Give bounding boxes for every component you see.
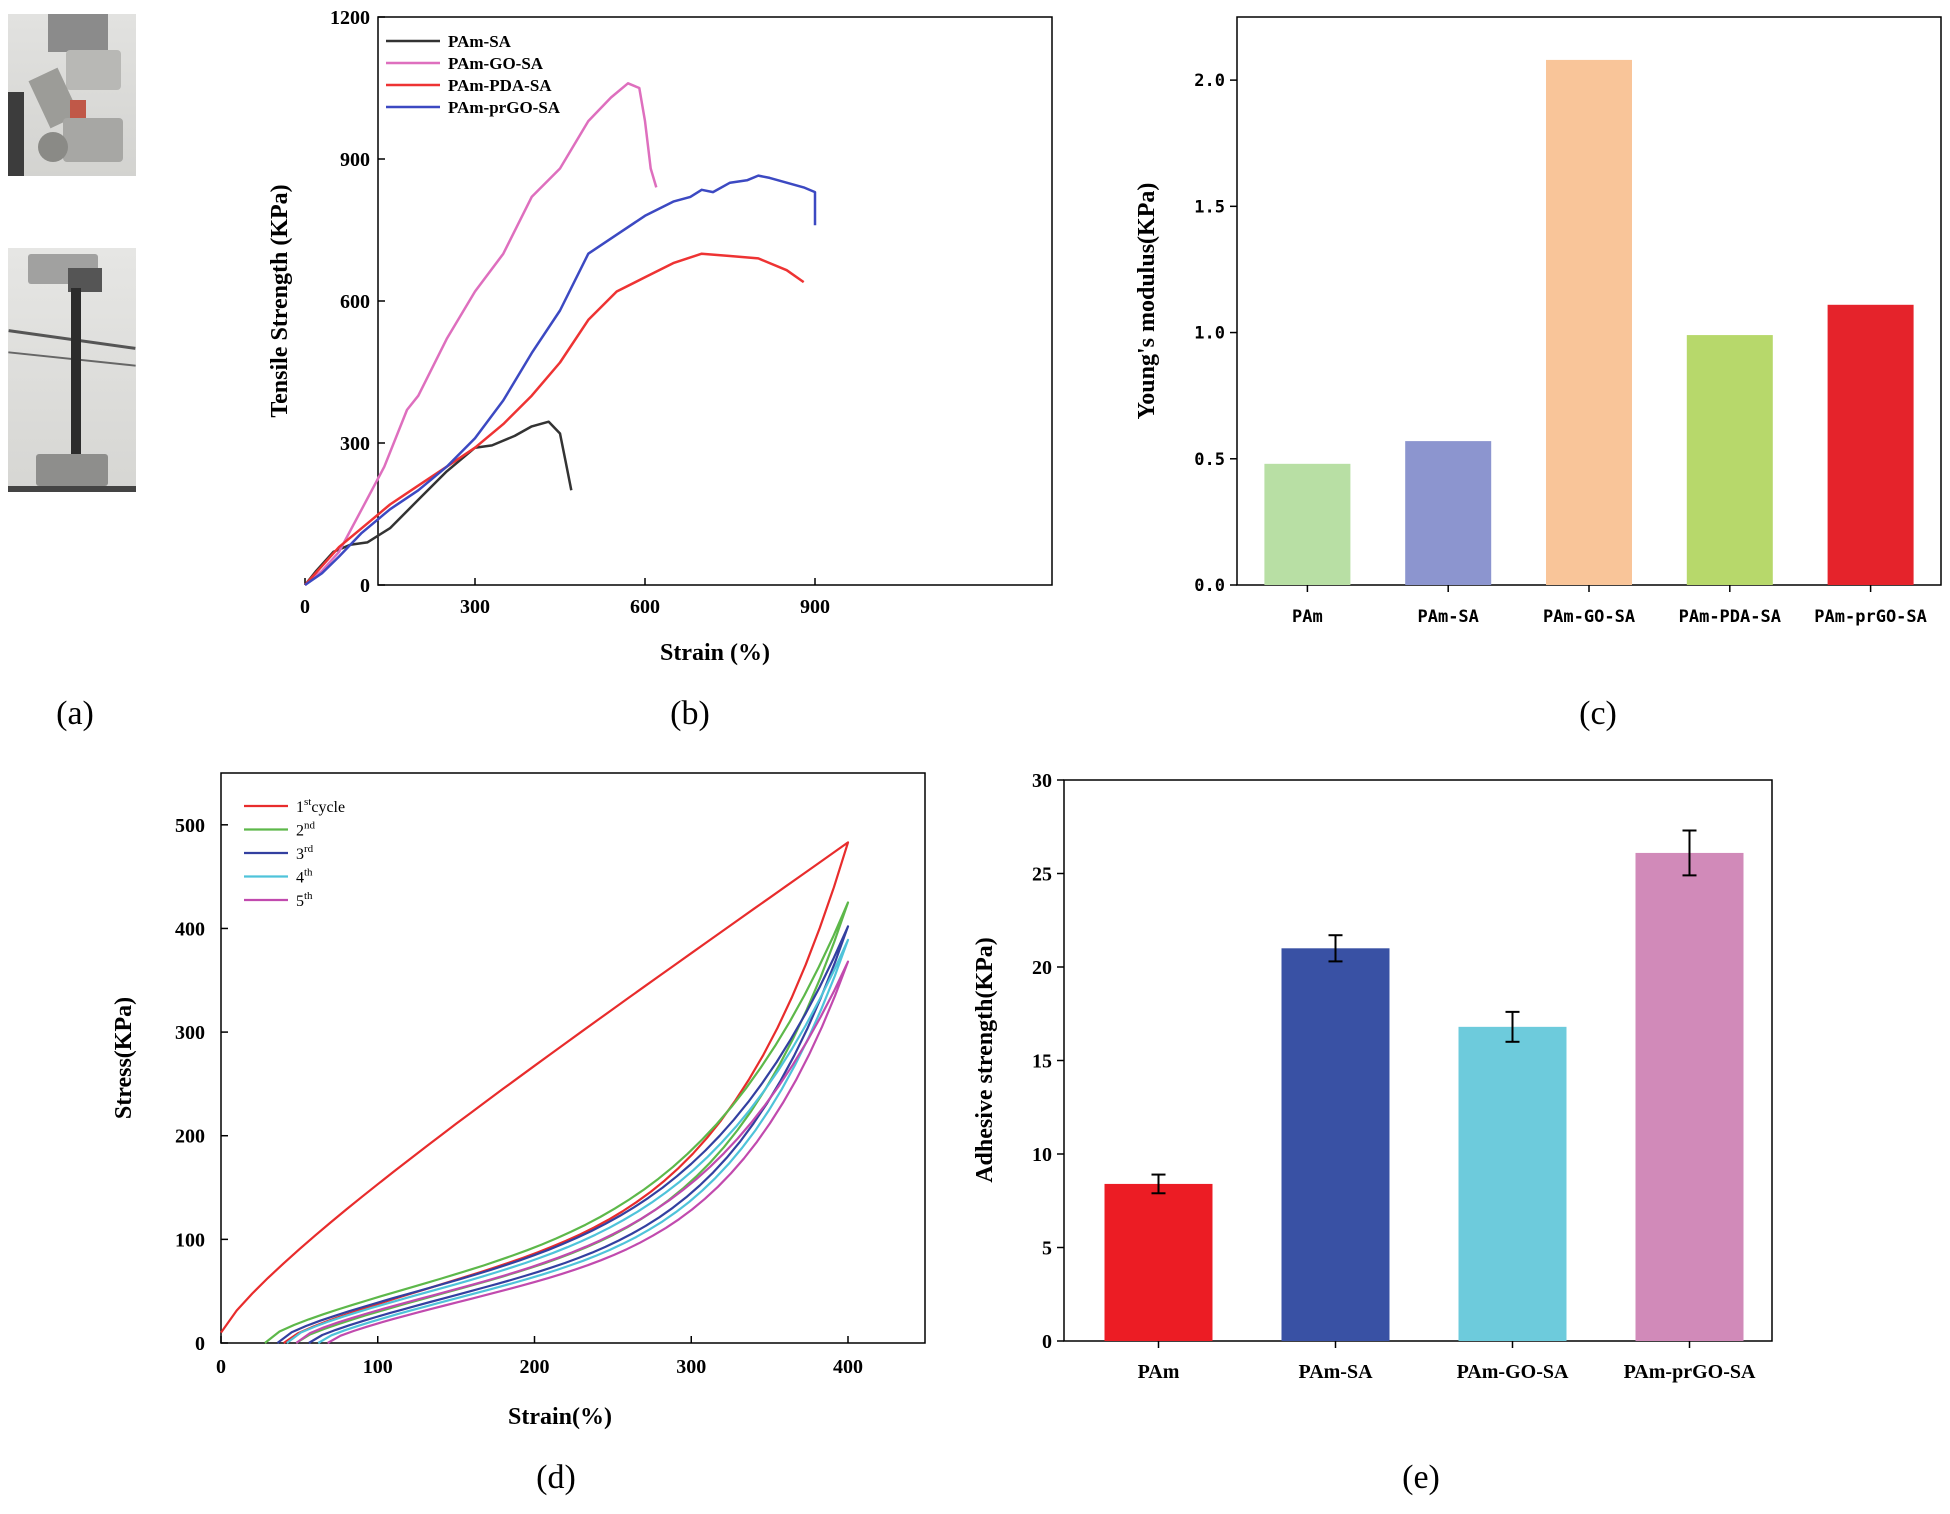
- tensile-legend-label: PAm-GO-SA: [448, 54, 544, 73]
- adhesive-ytick-label: 20: [1032, 957, 1052, 979]
- subfigure-label-a: (a): [56, 695, 94, 732]
- cyclic-ytick-label: 200: [175, 1126, 205, 1148]
- adhesive-ytick-label: 15: [1032, 1051, 1052, 1073]
- tensile-chart: 0 300 600 900 0 300 600 900 1200 PAm-SA PAm-GO-SA…: [267, 7, 1053, 666]
- adhesive-ylabel: Adhesive strength(KPa): [972, 937, 998, 1183]
- cyclic-ytick-label: 0: [195, 1333, 205, 1355]
- cyclic-xlabel: Strain(%): [508, 1404, 612, 1430]
- tensile-xtick-label: 600: [630, 596, 660, 618]
- adhesive-ytick-label: 0: [1042, 1331, 1052, 1353]
- youngs-ytick-label: 2.0: [1194, 71, 1225, 91]
- tensile-ytick-label: 600: [340, 291, 370, 313]
- cyclic-xtick-label: 200: [520, 1356, 550, 1378]
- youngs-bar: [1827, 304, 1914, 585]
- tensile-legend-label: PAm-SA: [448, 32, 512, 51]
- cyclic-series-loop-3: [286, 938, 850, 1344]
- youngs-ytick-label: 1.5: [1194, 197, 1225, 217]
- adhesive-bar: [1458, 1026, 1567, 1341]
- youngs-bar: [1686, 335, 1773, 585]
- adhesive-bar: [1104, 1183, 1213, 1341]
- youngs-xtick-label: PAm-SA: [1417, 607, 1478, 627]
- adhesive-ytick-label: 5: [1042, 1238, 1052, 1260]
- youngs-xtick-label: PAm-PDA-SA: [1679, 607, 1781, 627]
- tensile-xtick-label: 900: [800, 596, 830, 618]
- tensile-series-line-3: [304, 174, 817, 587]
- tensile-ylabel: Tensile Strength (KPa): [267, 184, 293, 417]
- adhesive-bar: [1635, 852, 1744, 1341]
- youngs-bar: [1405, 441, 1492, 585]
- youngs-xtick-label: PAm: [1292, 607, 1323, 627]
- adhesive-ytick-label: 25: [1032, 864, 1052, 886]
- tensile-legend-label: PAm-PDA-SA: [448, 76, 552, 95]
- subfigure-label-e: (e): [1402, 1459, 1440, 1496]
- youngs-ytick-label: 0.0: [1194, 576, 1225, 596]
- youngs-modulus-chart: 0.0 0.5 1.0 1.5 2.0 PAm PAm-SA PAm-GO-SA PAm-PDA…: [1134, 16, 1942, 627]
- adhesive-xtick-label: PAm-prGO-SA: [1624, 1361, 1756, 1383]
- tensile-ytick-label: 0: [360, 575, 370, 597]
- cyclic-chart-frame: [220, 772, 926, 1344]
- youngs-ytick-label: 1.0: [1194, 324, 1225, 344]
- tensile-test-photo-top: [8, 14, 136, 176]
- tensile-ytick-label: 1200: [330, 7, 370, 29]
- cyclic-xtick-label: 400: [833, 1356, 863, 1378]
- cyclic-legend-label: 3rd: [296, 843, 314, 863]
- youngs-ytick-label: 0.5: [1194, 450, 1225, 470]
- cyclic-ytick-label: 100: [175, 1229, 205, 1251]
- youngs-xtick-label: PAm-GO-SA: [1543, 607, 1635, 627]
- adhesive-xtick-label: PAm-SA: [1298, 1361, 1373, 1383]
- adhesive-xtick-label: PAm-GO-SA: [1457, 1361, 1569, 1383]
- cyclic-xtick-label: 300: [676, 1356, 706, 1378]
- subfigure-label-c: (c): [1579, 695, 1617, 732]
- cyclic-legend-label: 4th: [296, 867, 313, 887]
- cyclic-xtick-label: 100: [363, 1356, 393, 1378]
- tensile-series-line-2: [304, 252, 805, 586]
- tensile-ytick-label: 900: [340, 149, 370, 171]
- tensile-test-photo-bottom: [8, 248, 136, 492]
- tensile-legend-label: PAm-prGO-SA: [448, 98, 561, 117]
- cyclic-legend-label: 5th: [296, 890, 313, 910]
- cyclic-stress-chart: 0 100 200 300 400 0 100 200 300 400 500 1stcycle 2n…: [111, 772, 926, 1430]
- cyclic-xtick-label: 0: [216, 1356, 226, 1378]
- subfigure-label-b: (b): [670, 695, 710, 732]
- youngs-ylabel: Young's modulus(KPa): [1134, 183, 1160, 420]
- cyclic-ylabel: Stress(KPa): [111, 997, 137, 1119]
- youngs-bar: [1264, 463, 1351, 585]
- tensile-ytick-label: 300: [340, 433, 370, 455]
- tensile-series-line-1: [304, 82, 658, 586]
- cyclic-series-loop-2: [276, 925, 850, 1344]
- adhesive-xtick-label: PAm: [1138, 1361, 1180, 1383]
- cyclic-ytick-label: 400: [175, 918, 205, 940]
- cyclic-legend-label: 2nd: [296, 820, 316, 840]
- adhesive-ytick-label: 30: [1032, 770, 1052, 792]
- adhesive-strength-chart: 0 5 10 15 20 25 30 PAm PAm-SA PAm-GO-SA PAm-prGO-S…: [972, 770, 1773, 1383]
- cyclic-ytick-label: 300: [175, 1022, 205, 1044]
- cyclic-legend-label: 1stcycle: [296, 796, 345, 816]
- youngs-xtick-label: PAm-prGO-SA: [1814, 607, 1927, 627]
- adhesive-ytick-label: 10: [1032, 1144, 1052, 1166]
- tensile-xtick-label: 0: [300, 596, 310, 618]
- cyclic-ytick-label: 500: [175, 815, 205, 837]
- tensile-xtick-label: 300: [460, 596, 490, 618]
- cyclic-series-loop-4: [295, 960, 850, 1344]
- tensile-xlabel: Strain (%): [660, 640, 770, 666]
- youngs-bar: [1546, 59, 1632, 586]
- adhesive-bar: [1281, 948, 1390, 1341]
- subfigure-label-d: (d): [536, 1459, 576, 1496]
